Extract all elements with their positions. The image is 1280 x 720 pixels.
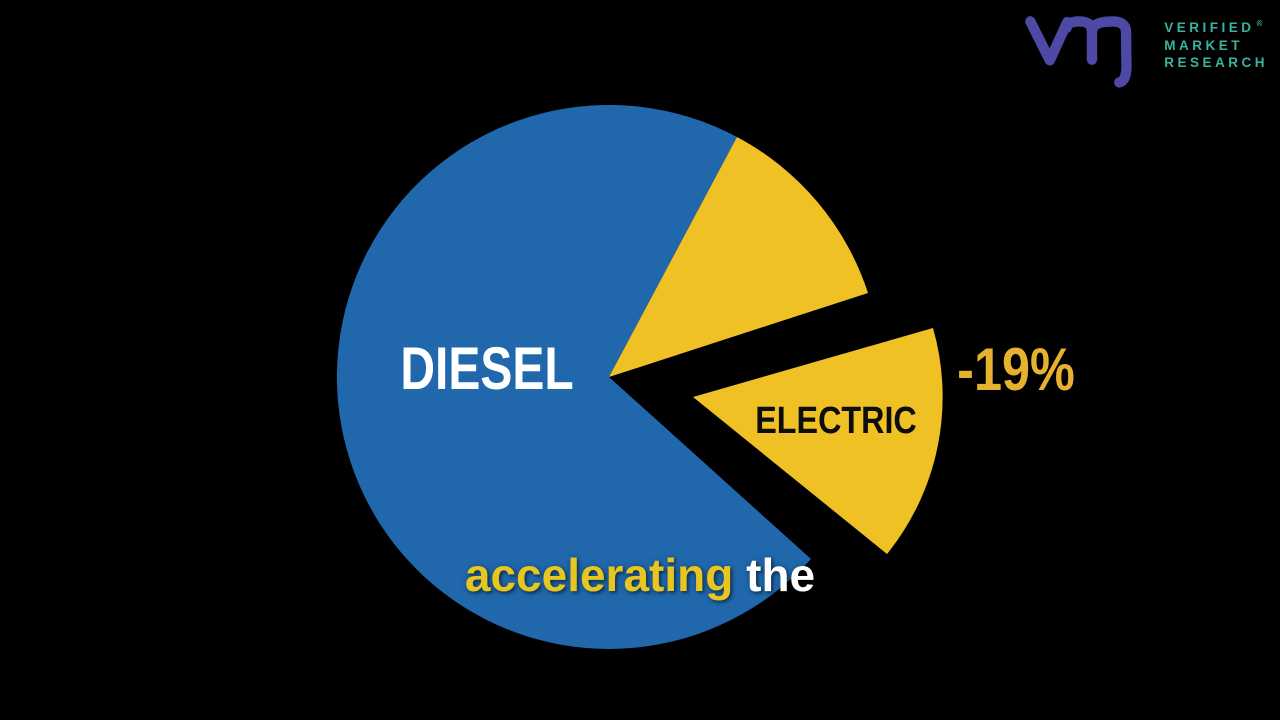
change-percent-label: -19% [957,335,1075,403]
brand-name: VERIFIED ® MARKET RESEARCH [1164,15,1268,72]
electric-label: ELECTRIC [755,399,917,442]
brand-line-1: VERIFIED ® [1164,19,1263,35]
vm-monogram-icon [1025,16,1132,88]
caption-word-rest: the [746,549,816,601]
brand-line-3: RESEARCH [1164,55,1268,70]
subtitle-caption: accelerating the [0,549,1280,601]
brand-logo: VERIFIED ® MARKET RESEARCH [1018,6,1268,102]
registered-mark: ® [1256,19,1263,28]
pie-slice-electric-exploded [693,328,943,554]
pie-slice-electric-attached [609,137,868,377]
caption-word-highlight: accelerating [464,549,734,601]
brand-line-2: MARKET [1164,37,1243,53]
diesel-label: DIESEL [400,334,574,402]
pie-slice-diesel [336,104,811,649]
